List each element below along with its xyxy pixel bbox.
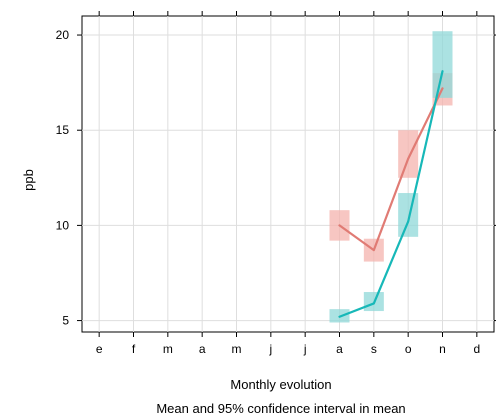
x-tick-label: o [405, 342, 412, 356]
x-tick-label: d [473, 342, 480, 356]
x-tick-label: m [163, 342, 173, 356]
y-tick-label: 10 [56, 218, 70, 232]
y-tick-label: 15 [56, 123, 70, 137]
x-tick-label: j [303, 342, 307, 356]
x-tick-label: e [96, 342, 103, 356]
ticks [77, 11, 496, 337]
x-tick-label: f [132, 342, 136, 356]
x-tick-label: a [199, 342, 206, 356]
confidence-band-2 [398, 193, 419, 237]
x-axis-label: Monthly evolution [230, 377, 331, 392]
chart-subtitle: Mean and 95% confidence interval in mean [156, 401, 405, 416]
y-tick-label: 20 [56, 28, 70, 42]
mean-line-1 [338, 87, 444, 252]
x-tick-label: a [336, 342, 343, 356]
x-tick-label: s [371, 342, 377, 356]
plot-area [81, 15, 495, 333]
x-tick-label: j [268, 342, 272, 356]
x-tick-label: n [439, 342, 446, 356]
confidence-band-1 [398, 130, 419, 178]
tick-labels: e f m a m j j a s o n d 5 10 15 20 [56, 28, 481, 356]
confidence-band-2 [432, 31, 453, 98]
y-axis-label: ppb [21, 169, 36, 191]
x-tick-label: m [232, 342, 242, 356]
y-tick-label: 5 [62, 314, 69, 328]
plot-border [81, 15, 495, 333]
mean-line-2 [338, 70, 444, 318]
series-lines [338, 70, 444, 318]
